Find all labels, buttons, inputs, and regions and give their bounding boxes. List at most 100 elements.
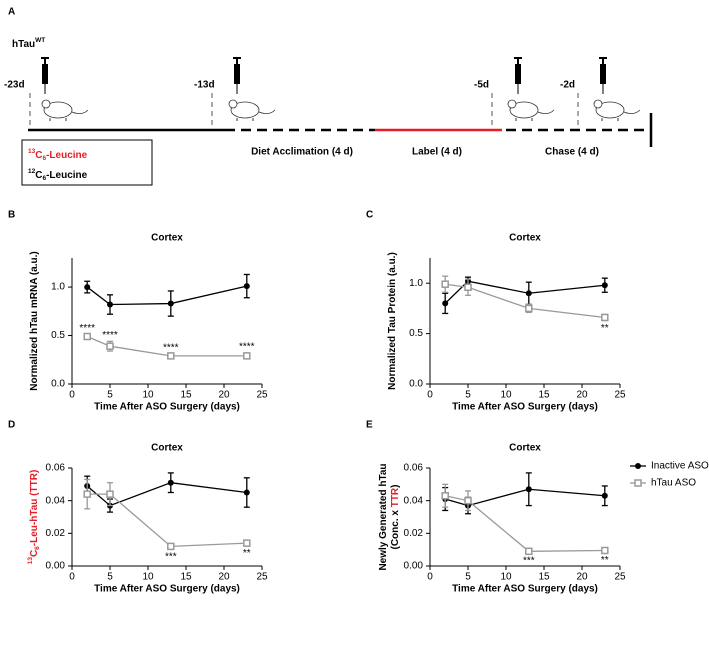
text-segment: 13 [27,557,34,565]
panel-letter: A [8,7,15,18]
panel-letter: E [366,420,373,431]
significance: ** [243,548,251,559]
timepoint-label: -2d [560,80,575,91]
series-line [445,283,605,319]
point [442,300,449,307]
x-tick-label: 0 [427,390,433,401]
point [243,283,250,290]
y-tick-label: 0.5 [409,328,423,339]
chart-title: Cortex [509,233,541,244]
legend-marker [635,463,641,469]
x-tick-label: 10 [142,390,154,401]
chart-title: Cortex [509,443,541,454]
text-segment: -Leucine [46,150,88,161]
text-segment: Normalized Tau Protein (a.u.) [387,252,398,390]
point [106,342,114,350]
series-line [445,495,605,552]
x-tick-label: 25 [614,572,626,583]
point [167,352,175,360]
y-axis-label: 13C6-Leu-hTau (TTR) [27,470,41,565]
text-segment: Normalized hTau mRNA (a.u.) [29,251,40,390]
y-tick-label: 0.06 [46,463,66,474]
chart-title: Cortex [151,443,183,454]
y-tick-label: 0.04 [404,495,424,506]
text-segment: 12 [28,168,36,175]
significance: ** [601,323,609,334]
y-tick-label: 0.00 [404,561,424,572]
text-segment: -Leucine [46,170,88,181]
series-line [87,493,247,548]
point [243,489,250,496]
point [601,313,609,322]
point [83,332,91,341]
significance: ** [601,555,609,566]
y-tick-label: 0.02 [46,528,66,539]
series-line [445,488,605,507]
point [441,280,449,288]
point [464,283,472,291]
x-tick-label: 0 [69,390,75,401]
chart-title: Cortex [151,233,183,244]
point [167,300,174,307]
x-tick-label: 5 [465,572,471,583]
y-tick-label: 0.02 [404,528,424,539]
text-segment: -Leu-hTau (TTR) [29,470,40,546]
text-segment: 6 [42,155,46,162]
x-tick-label: 15 [180,572,192,583]
text-segment: 13 [28,148,36,155]
y-tick-label: 1.0 [51,282,65,293]
point [525,547,533,556]
x-tick-label: 15 [538,390,550,401]
stage-label: Chase (4 d) [545,147,599,158]
x-tick-label: 5 [107,572,113,583]
x-tick-label: 25 [256,572,268,583]
x-axis-label: Time After ASO Surgery (days) [94,402,240,413]
text-segment: 6 [42,175,46,182]
y-tick-label: 0.5 [51,330,65,341]
y-tick-label: 0.0 [51,379,65,390]
point [601,492,608,499]
x-tick-label: 10 [500,572,512,583]
panel-a-title: hTauWT [12,37,45,49]
point [84,284,91,291]
legend-box-line: 13C6-Leucine [28,148,88,162]
panel-letter: B [8,210,15,221]
icons [29,57,641,127]
legend-box [21,139,153,186]
text-segment: ) [390,484,401,487]
legend-label: Inactive ASO [651,461,709,472]
y-tick-label: 1.0 [409,278,423,289]
point [441,492,449,500]
text-segment: C [29,550,40,557]
y-axis-label: Normalized hTau mRNA (a.u.) [29,251,40,390]
stage-label: Label (4 d) [412,147,462,158]
text-segment: 6 [34,546,41,550]
y-tick-label: 0.0 [409,379,423,390]
x-tick-label: 5 [465,390,471,401]
point [107,301,113,308]
significance: **** [79,323,95,334]
x-tick-label: 20 [576,572,588,583]
x-axis-label: Time After ASO Surgery (days) [452,402,598,413]
point [525,486,532,493]
series-line [86,482,247,507]
x-tick-label: 20 [218,390,230,401]
stage-label: Diet Acclimation (4 d) [251,147,353,158]
series-line [444,280,605,304]
point [601,282,608,289]
x-axis-label: Time After ASO Surgery (days) [94,584,240,595]
y-tick-label: 0.06 [404,463,424,474]
point [525,290,532,297]
text-segment: (Conc. x [390,507,401,549]
text-segment: Newly Generated hTau [378,463,389,570]
significance: **** [102,330,118,341]
x-tick-label: 10 [500,390,512,401]
legend-box-line: 12C6-Leucine [28,168,88,182]
text-segment: WT [35,37,45,44]
y-tick-label: 0.00 [46,561,66,572]
legend-marker [634,479,642,487]
point [464,496,472,505]
x-tick-label: 20 [576,390,588,401]
x-tick-label: 20 [218,572,230,583]
point [243,539,251,547]
